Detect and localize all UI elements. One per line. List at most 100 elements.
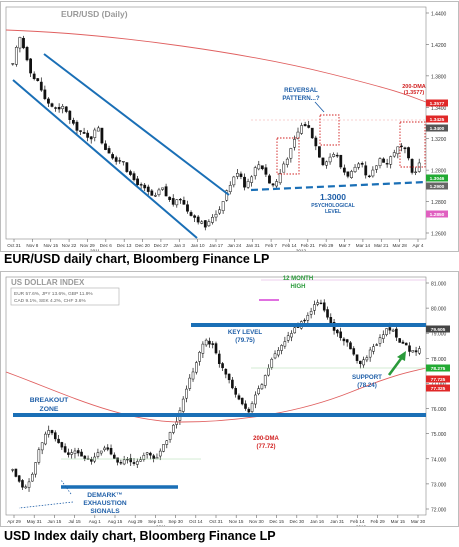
candle: [149, 451, 152, 460]
x-tick-label: Nov 22: [62, 243, 77, 248]
candle-body-down: [247, 408, 251, 413]
candle: [129, 169, 132, 177]
y-tick-label: 78.000: [431, 357, 447, 363]
candle-body-down: [208, 340, 211, 345]
candle-body-up: [257, 164, 261, 170]
candle: [32, 71, 36, 81]
candle-body-down: [403, 147, 407, 150]
candle-body-down: [86, 132, 90, 138]
candle: [289, 147, 293, 163]
candle-body-down: [67, 452, 70, 455]
y-tick-label: 81.000: [431, 282, 447, 288]
x-tick-label: Dec 20: [135, 243, 150, 248]
candle-body-down: [143, 184, 147, 189]
candle: [146, 184, 150, 196]
candle-body-down: [152, 455, 155, 459]
candle: [136, 176, 139, 187]
x-tick-label: Aug 1: [89, 519, 101, 524]
candle-body-down: [239, 173, 243, 177]
price-flag-label: 79.605: [431, 327, 446, 333]
candle: [90, 456, 93, 465]
candle-body-up: [263, 375, 267, 386]
x-tick-label: Feb 29: [370, 519, 385, 524]
candle: [57, 103, 61, 113]
candle-body-up: [260, 384, 264, 390]
candle: [34, 462, 37, 478]
candle: [237, 393, 241, 401]
y-tick-label: 1.3200: [431, 137, 447, 143]
candle: [75, 120, 79, 135]
candle: [172, 423, 175, 435]
candle-body-up: [313, 304, 316, 311]
candle: [61, 103, 65, 114]
price-flag-box: [426, 182, 448, 190]
candle: [300, 122, 303, 135]
candle-body-up: [185, 388, 188, 399]
candle-body-down: [335, 154, 339, 157]
candle-body-down: [89, 136, 93, 140]
candle: [100, 127, 104, 145]
candle-body-down: [60, 442, 64, 448]
psych-label-line2: LEVEL: [325, 209, 341, 215]
candle: [54, 106, 57, 112]
x-tick-label: Dec 27: [154, 243, 169, 248]
candle: [407, 146, 410, 161]
candle-body-down: [111, 154, 114, 159]
candle-body-down: [164, 186, 168, 197]
candle-body-up: [188, 377, 192, 389]
candle: [93, 127, 97, 142]
candle: [385, 328, 388, 337]
candle: [37, 447, 41, 465]
x-tick-label: Jan 31: [330, 519, 344, 524]
candle-body-up: [24, 486, 28, 489]
candle-body-up: [273, 353, 277, 359]
y-tick-label: 73.000: [431, 482, 447, 488]
candle: [152, 453, 155, 463]
candle: [198, 350, 201, 366]
candle-body-down: [395, 328, 398, 338]
candle: [96, 448, 100, 459]
candle: [132, 458, 136, 466]
candle-body-down: [234, 388, 237, 395]
candle-body-up: [225, 190, 229, 201]
candle-body-up: [328, 156, 332, 163]
candle-body-up: [154, 195, 157, 197]
candle: [40, 442, 44, 455]
candle: [53, 430, 57, 442]
x-tick-label: Jan 17: [209, 243, 223, 248]
x-tick-label: Dec 13: [117, 243, 132, 248]
candle: [50, 102, 54, 108]
ma-200-label-line1: 200-DMA: [402, 84, 426, 90]
candle: [158, 448, 162, 461]
candle-body-up: [246, 181, 250, 188]
candle: [203, 220, 207, 231]
price-flag: 1.3577: [426, 99, 448, 107]
candle: [360, 161, 364, 168]
candle-body-up: [221, 201, 225, 211]
x-year-label: 2012: [296, 249, 307, 252]
candle: [303, 318, 306, 324]
eurusd-chart: 1.4400 1.4200 1.3800 1.3400 1.3200 1.2800 1.28…: [5, 6, 448, 254]
candle: [404, 342, 408, 346]
candle: [257, 385, 260, 396]
candle-body-down: [146, 186, 150, 192]
candle: [31, 472, 34, 482]
ma-200-label-line2: (77.72): [256, 444, 275, 450]
x-tick-label: Mar 15: [391, 519, 406, 524]
price-flag: 1.3400: [426, 124, 448, 132]
candle-body-down: [129, 458, 133, 463]
candle: [342, 164, 346, 176]
candle-body-up: [381, 334, 385, 339]
y-tick-label: 79.000: [431, 332, 447, 338]
demark-label-line3: SIGNALS: [90, 508, 120, 515]
candle-body-down: [132, 173, 136, 181]
candle-body-up: [204, 339, 208, 346]
candle-body-down: [139, 184, 143, 186]
candle-body-down: [72, 119, 75, 124]
candle: [264, 164, 268, 177]
candle: [122, 455, 126, 466]
candle: [193, 214, 196, 223]
candle: [132, 171, 136, 182]
candle-body-up: [34, 462, 37, 475]
candle-body-down: [39, 81, 43, 91]
